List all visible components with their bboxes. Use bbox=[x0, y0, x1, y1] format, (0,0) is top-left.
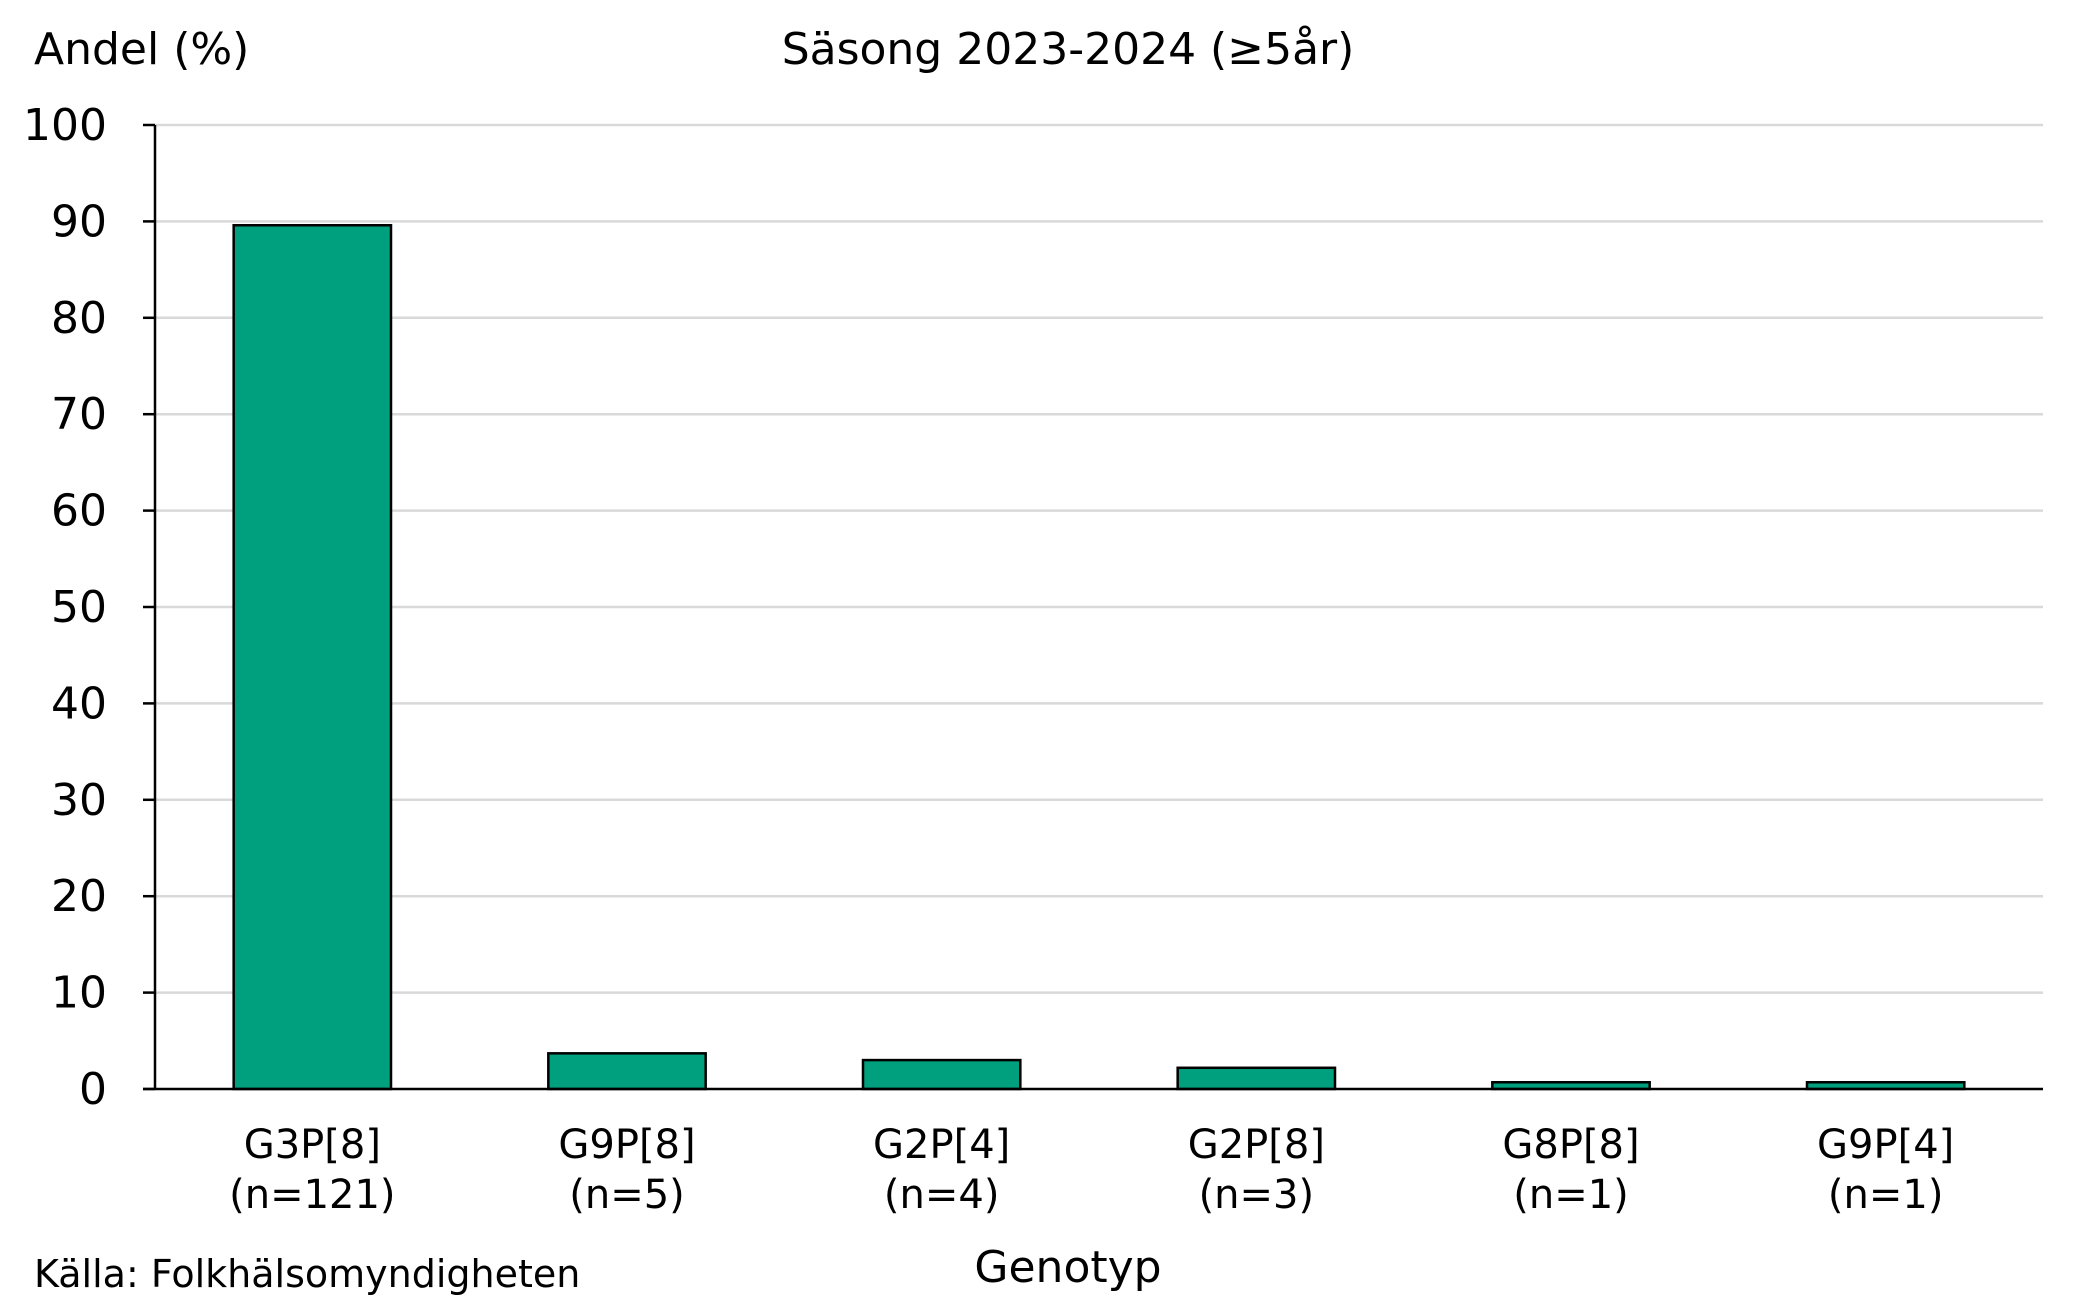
y-tick-label: 50 bbox=[51, 582, 107, 633]
y-tick-label: 20 bbox=[51, 871, 107, 922]
source-note: Källa: Folkhälsomyndigheten bbox=[34, 1252, 580, 1296]
bar bbox=[861, 1058, 1022, 1091]
x-tick-label: (n=3) bbox=[1199, 1172, 1315, 1218]
grid-lines bbox=[155, 123, 2043, 994]
y-axis-label: Andel (%) bbox=[34, 24, 249, 75]
axes bbox=[143, 123, 2043, 1091]
x-tick-label: (n=1) bbox=[1828, 1172, 1944, 1218]
x-tick-label: (n=5) bbox=[569, 1172, 685, 1218]
y-tick-labels: 0 10 20 30 40 50 60 70 80 90 100 bbox=[23, 100, 107, 1115]
bars bbox=[232, 224, 1966, 1091]
bar bbox=[232, 224, 393, 1091]
x-tick-label: G2P[8] bbox=[1188, 1122, 1325, 1168]
y-tick-label: 100 bbox=[23, 100, 107, 151]
y-tick-label: 60 bbox=[51, 486, 107, 537]
x-tick-label: G2P[4] bbox=[873, 1122, 1010, 1168]
x-tick-label: (n=4) bbox=[884, 1172, 1000, 1218]
y-tick-label: 70 bbox=[51, 389, 107, 440]
y-tick-label: 10 bbox=[51, 968, 107, 1019]
x-tick-label: G9P[4] bbox=[1817, 1122, 1954, 1168]
x-axis-label: Genotyp bbox=[974, 1242, 1161, 1293]
chart-title: Säsong 2023-2024 (≥5år) bbox=[782, 24, 1355, 75]
y-tick-label: 40 bbox=[51, 678, 107, 729]
x-tick-label: G8P[8] bbox=[1502, 1122, 1639, 1168]
y-tick-label: 30 bbox=[51, 775, 107, 826]
x-tick-label: G9P[8] bbox=[558, 1122, 695, 1168]
x-tick-label: (n=121) bbox=[229, 1172, 395, 1218]
bar bbox=[547, 1052, 707, 1091]
bar bbox=[1176, 1066, 1337, 1091]
y-tick-label: 90 bbox=[51, 196, 107, 247]
x-tick-labels: G3P[8](n=121) G9P[8](n=5) G2P[4](n=4) G2P[8… bbox=[229, 1122, 1954, 1218]
y-tick-label: 80 bbox=[51, 293, 107, 344]
y-tick-label: 0 bbox=[79, 1064, 107, 1115]
x-tick-label: (n=1) bbox=[1513, 1172, 1629, 1218]
x-tick-label: G3P[8] bbox=[244, 1122, 381, 1168]
